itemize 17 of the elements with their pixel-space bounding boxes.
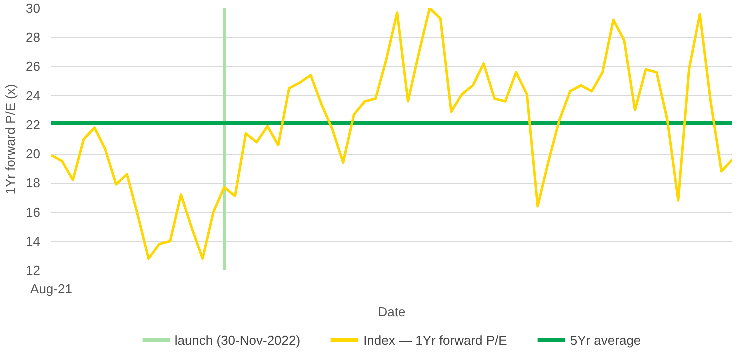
legend-label: Index — 1Yr forward P/E bbox=[364, 332, 508, 348]
y-tick-label: 12 bbox=[26, 263, 41, 278]
y-tick-label: 24 bbox=[26, 88, 41, 104]
y-tick-label: 14 bbox=[26, 234, 41, 249]
y-tick-label: 22 bbox=[26, 117, 41, 132]
y-tick-label: 16 bbox=[26, 204, 41, 220]
y-axis-title: 1Yr forward P/E (x) bbox=[3, 84, 18, 195]
y-tick-label: 30 bbox=[26, 1, 41, 16]
legend-label: 5Yr average bbox=[570, 332, 642, 348]
line-series bbox=[52, 8, 732, 260]
text: launch (30-Nov-2022) bbox=[174, 332, 301, 348]
y-tick-label: 26 bbox=[26, 59, 41, 74]
x-axis-title: Date bbox=[378, 304, 406, 320]
y-tick-label: 20 bbox=[26, 146, 41, 162]
y-tick-label: 18 bbox=[26, 176, 41, 191]
x-tick-label: Aug-21 bbox=[30, 282, 72, 296]
y-tick-label: 28 bbox=[26, 30, 41, 46]
